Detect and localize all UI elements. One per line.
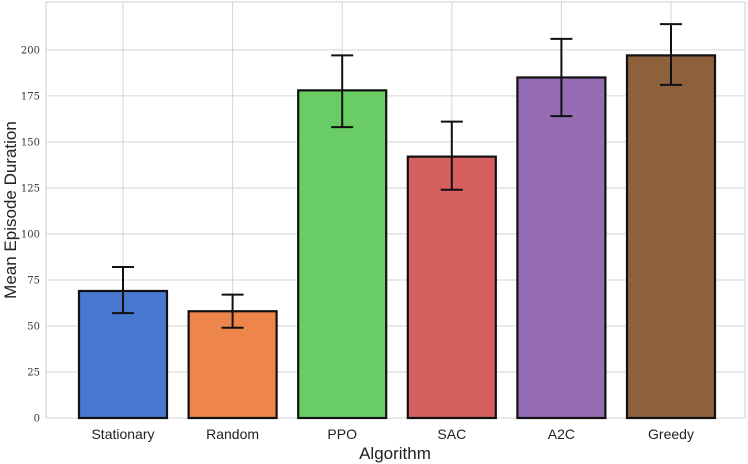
y-tick-label: 175	[21, 91, 40, 102]
y-tick-label: 125	[21, 183, 40, 194]
y-tick-label: 100	[21, 229, 40, 240]
x-tick-label: Stationary	[91, 426, 154, 442]
bar-greedy	[625, 54, 717, 420]
y-axis-label: Mean Episode Duration	[1, 121, 20, 299]
y-tick-label: 75	[27, 275, 40, 286]
x-tick-label: Random	[206, 426, 259, 442]
bar-ppo	[297, 89, 388, 420]
x-axis-label: Algorithm	[359, 444, 431, 463]
x-tick-label: Greedy	[648, 426, 694, 442]
y-tick-labels: 0 25 50 75 100 125 150 175 200	[21, 45, 40, 424]
bar-sac	[406, 155, 497, 420]
x-tick-label: A2C	[548, 426, 575, 442]
x-tick-labels: Stationary Random PPO SAC A2C Greedy	[91, 426, 693, 442]
bar-random	[187, 310, 278, 420]
bar-a2c	[516, 76, 607, 420]
error-bar-greedy	[660, 23, 682, 86]
error-bars	[112, 23, 682, 329]
x-tick-label: PPO	[327, 426, 357, 442]
error-bar-a2c	[550, 37, 573, 118]
bars	[77, 54, 717, 420]
y-tick-label: 0	[34, 414, 40, 425]
error-bar-stationary	[112, 266, 134, 315]
x-tick-label: SAC	[437, 426, 466, 442]
y-tick-label: 150	[21, 137, 40, 148]
error-bar-random	[221, 293, 244, 329]
y-tick-label: 25	[27, 367, 40, 378]
error-bar-ppo	[331, 54, 354, 129]
y-tick-label: 50	[27, 321, 40, 332]
y-tick-label: 200	[21, 45, 40, 56]
error-bar-sac	[440, 120, 463, 191]
